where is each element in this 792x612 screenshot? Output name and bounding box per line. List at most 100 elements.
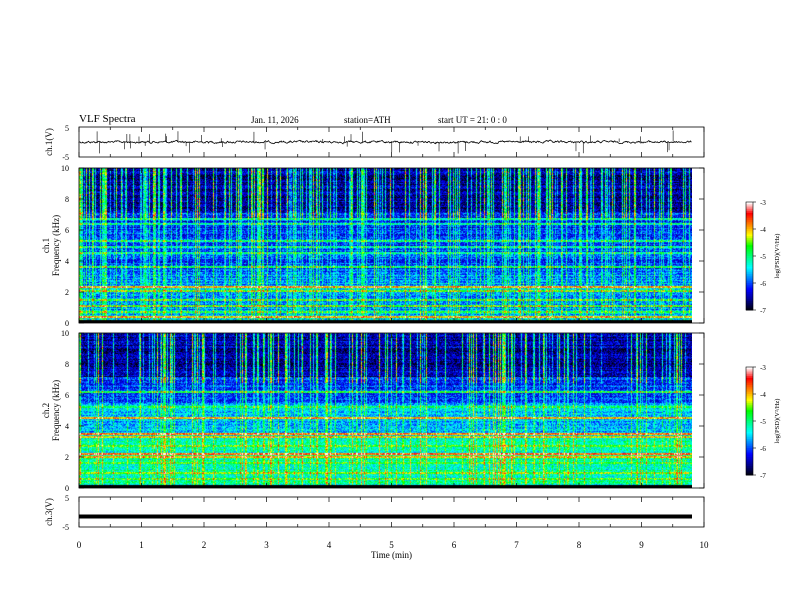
colorbar-swatch [746,293,753,297]
colorbar-tick-label: -7 [760,472,766,480]
colorbar-swatch [746,302,753,306]
colorbar-swatch [746,464,753,467]
colorbar-swatch [746,252,753,255]
ch3-waveform-panel [79,514,692,519]
colorbar-swatch [746,272,753,275]
y-tick-label: 5 [65,494,69,503]
y-axis-label-frequency: Frequency (kHz) [51,380,61,441]
colorbar-swatch [746,386,753,390]
colorbar-swatch [746,257,753,261]
colorbar-swatch [746,431,753,435]
y-tick-label: 6 [65,226,69,235]
x-tick-label: 8 [577,540,582,550]
colorbar-swatch [746,466,753,469]
y-tick-label: 10 [61,329,69,338]
ch2-spectrogram-panel-colorbar: -3 -4 -5 -6 -7 log(PSD)(V²/Hz) [745,364,781,480]
colorbar-swatch [746,444,753,447]
colorbar-swatch [746,424,753,427]
colorbar-swatch [746,209,753,212]
colorbar-swatch [746,223,753,226]
colorbar-swatch [746,403,753,406]
colorbar-swatch [746,388,753,391]
colorbar-swatch [746,259,753,262]
colorbar-swatch [746,211,753,214]
colorbar-swatch [746,401,753,404]
colorbar-swatch [746,415,753,418]
y-tick-label: 8 [65,360,69,369]
colorbar-swatch [746,440,753,444]
colorbar-swatch [746,430,753,433]
y-tick-label: -5 [62,153,69,162]
y-tick-label: 2 [65,453,69,462]
colorbar-swatch [746,379,753,382]
colorbar-swatch [746,275,753,279]
y-axis-label-channel: ch.1 [41,238,51,253]
colorbar-swatch [746,281,753,284]
colorbar-swatch [746,381,753,384]
colorbar-swatch [746,374,753,377]
y-tick-label: 10 [61,164,69,173]
x-axis-label: Time (min) [371,550,412,560]
figure-title: VLF Spectra [79,113,136,125]
colorbar-swatch [746,367,753,370]
colorbar-swatch [746,268,753,271]
colorbar-swatch [746,308,753,311]
colorbar-swatch [746,453,753,456]
x-tick-label: 2 [202,540,207,550]
x-tick-label: 1 [139,540,144,550]
colorbar-swatch [746,277,753,280]
colorbar-swatch [746,284,753,288]
colorbar-tick-label: -6 [760,280,766,288]
colorbar-swatch [746,212,753,216]
colorbar-swatch [746,404,753,408]
date-label: Jan. 11, 2026 [251,115,299,125]
colorbar-swatch [746,419,753,422]
colorbar-swatch [746,422,753,426]
x-tick-label: 7 [514,540,519,550]
y-tick-label: 6 [65,391,69,400]
y-tick-label: 8 [65,195,69,204]
ch1-spectrogram-panel-colorbar: -3 -4 -5 -6 -7 log(PSD)(V²/Hz) [745,199,781,315]
colorbar-swatch [746,376,753,379]
colorbar-swatch [746,417,753,420]
colorbar-swatch [746,292,753,295]
colorbar-swatch [746,383,753,386]
colorbar-swatch [746,247,753,250]
colorbar-swatch [746,230,753,234]
colorbar-swatch [746,221,753,225]
y-tick-label: -5 [62,523,69,532]
colorbar-swatch [746,372,753,375]
colorbar-swatch [746,368,753,372]
ch3-waveform-trace [79,514,692,519]
ch2-spectrogram-panel-image [79,333,692,488]
colorbar-swatch [746,288,753,291]
x-tick-label: 10 [700,540,710,550]
colorbar-swatch [746,202,753,205]
colorbar-swatch [746,390,753,393]
colorbar-swatch [746,399,753,402]
colorbar-swatch [746,234,753,237]
colorbar-swatch [746,214,753,217]
colorbar-swatch [746,205,753,208]
ch2-spectrogram-panel-canvas [79,333,692,488]
colorbar-swatch [746,232,753,235]
x-tick-label: 0 [77,540,82,550]
colorbar-swatch [746,408,753,411]
y-tick-label: 5 [65,124,69,133]
x-tick-label: 9 [639,540,644,550]
colorbar-swatch [746,413,753,417]
colorbar-swatch [746,462,753,465]
colorbar-swatch [746,457,753,460]
colorbar-swatch [746,395,753,399]
colorbar-swatch [746,458,753,462]
colorbar-tick-label: -4 [760,391,766,399]
y-tick-label: 0 [65,484,69,493]
colorbar-swatch [746,435,753,438]
colorbar-swatch [746,270,753,273]
colorbar-swatch [746,243,753,246]
colorbar-swatch [746,279,753,282]
colorbar-swatch [746,301,753,304]
colorbar-swatch [746,433,753,436]
station-label: station=ATH [344,115,391,125]
colorbar-swatch [746,239,753,243]
